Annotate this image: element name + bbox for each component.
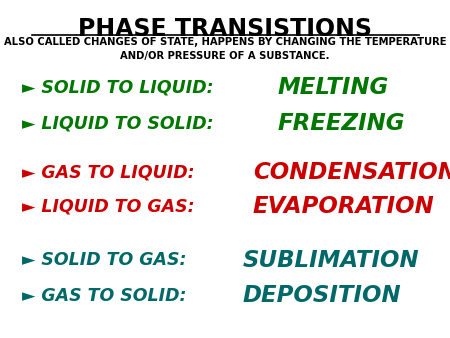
Text: ► LIQUID TO GAS:: ► LIQUID TO GAS: xyxy=(22,197,201,215)
Text: EVAPORATION: EVAPORATION xyxy=(253,195,435,218)
Text: FREEZING: FREEZING xyxy=(278,112,405,135)
Text: ► GAS TO LIQUID:: ► GAS TO LIQUID: xyxy=(22,163,201,182)
Text: ALSO CALLED CHANGES OF STATE, HAPPENS BY CHANGING THE TEMPERATURE
AND/OR PRESSUR: ALSO CALLED CHANGES OF STATE, HAPPENS BY… xyxy=(4,37,446,61)
Text: ► LIQUID TO SOLID:: ► LIQUID TO SOLID: xyxy=(22,114,220,132)
Text: PHASE TRANSISTIONS: PHASE TRANSISTIONS xyxy=(78,17,372,41)
Text: MELTING: MELTING xyxy=(278,76,389,99)
Text: DEPOSITION: DEPOSITION xyxy=(243,284,401,307)
Text: ► GAS TO SOLID:: ► GAS TO SOLID: xyxy=(22,287,193,305)
Text: ► SOLID TO GAS:: ► SOLID TO GAS: xyxy=(22,251,193,269)
Text: CONDENSATION: CONDENSATION xyxy=(253,161,450,184)
Text: ► SOLID TO LIQUID:: ► SOLID TO LIQUID: xyxy=(22,79,220,97)
Text: SUBLIMATION: SUBLIMATION xyxy=(243,249,419,272)
